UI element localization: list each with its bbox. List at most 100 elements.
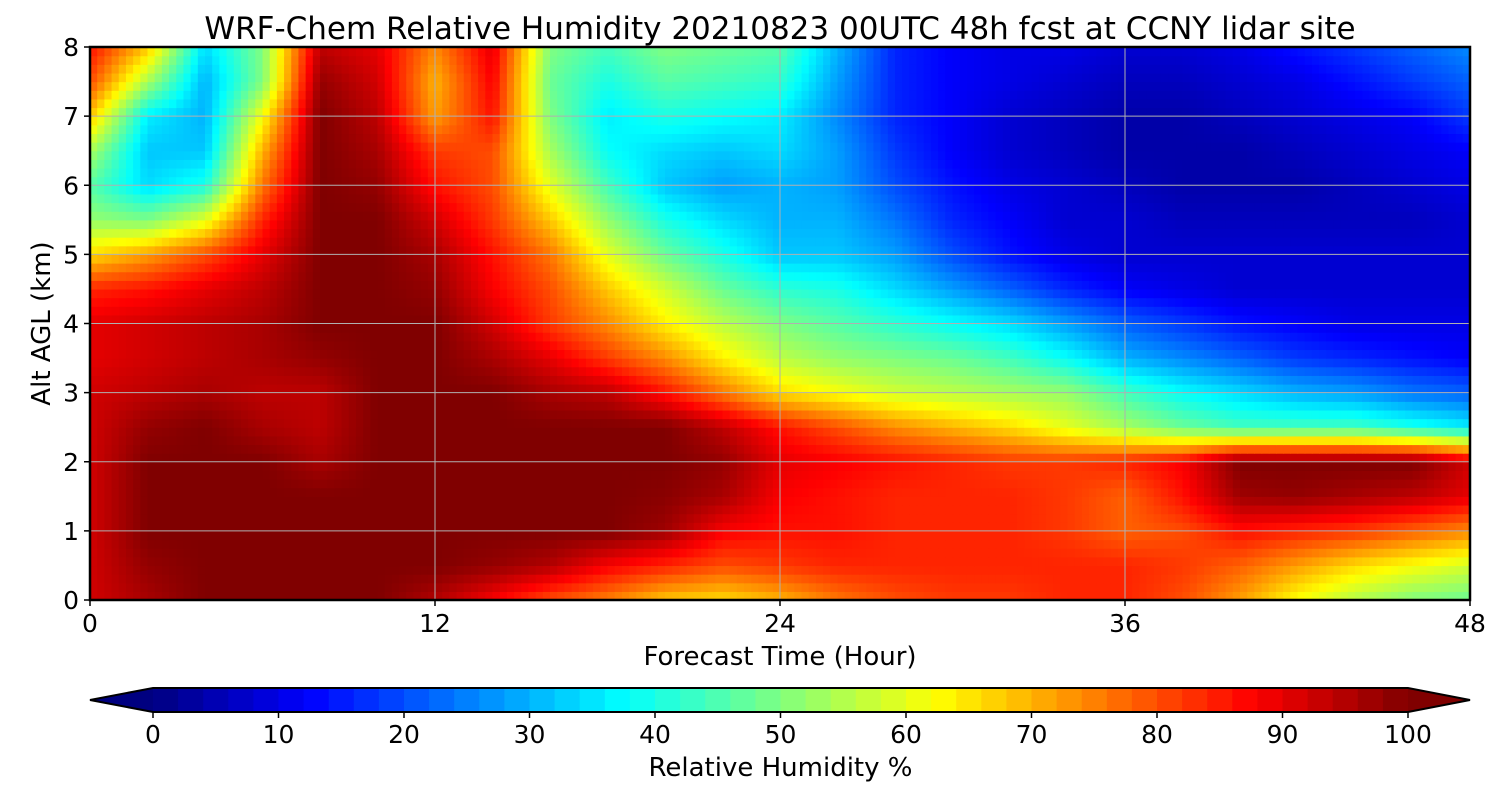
heatmap-cell <box>557 418 565 428</box>
heatmap-cell <box>895 556 903 567</box>
heatmap-cell <box>902 375 910 385</box>
heatmap-cell <box>1196 470 1205 480</box>
heatmap-cell <box>449 444 458 454</box>
heatmap-cell <box>837 522 846 532</box>
heatmap-cell <box>1081 401 1090 411</box>
heatmap-cell <box>226 392 235 402</box>
heatmap-cell <box>190 435 199 446</box>
heatmap-cell <box>1002 513 1011 523</box>
heatmap-cell <box>859 556 867 567</box>
heatmap-cell <box>154 565 163 575</box>
heatmap-cell <box>1254 487 1263 497</box>
heatmap-cell <box>399 479 407 489</box>
heatmap-cell <box>1355 496 1363 506</box>
heatmap-cell <box>420 418 429 428</box>
heatmap-cell <box>1390 401 1399 411</box>
heatmap-cell <box>772 418 781 428</box>
heatmap-cell <box>578 556 587 567</box>
heatmap-cell <box>133 401 141 411</box>
heatmap-cell <box>585 401 594 411</box>
heatmap-cell <box>1376 496 1385 506</box>
heatmap-cell <box>1045 435 1054 446</box>
heatmap-cell <box>916 582 925 592</box>
heatmap-cell <box>722 409 731 420</box>
heatmap-cell <box>938 548 946 558</box>
heatmap-cell <box>930 418 939 428</box>
heatmap-cell <box>1232 418 1241 428</box>
heatmap-cell <box>463 556 472 567</box>
heatmap-cell <box>930 392 939 402</box>
heatmap-cell <box>1347 479 1356 489</box>
heatmap-cell <box>1455 539 1464 549</box>
heatmap-cell <box>1254 504 1263 515</box>
heatmap-cell <box>240 513 249 523</box>
heatmap-cell <box>902 418 910 428</box>
heatmap-cell <box>197 504 206 515</box>
heatmap-cell <box>1369 461 1378 471</box>
heatmap-cell <box>355 392 364 402</box>
heatmap-cell <box>399 504 407 515</box>
heatmap-cell <box>729 409 738 420</box>
heatmap-cell <box>629 504 637 515</box>
heatmap-cell <box>334 565 343 575</box>
heatmap-cell <box>1347 444 1356 454</box>
heatmap-cell <box>420 444 429 454</box>
heatmap-cell <box>154 470 163 480</box>
heatmap-cell <box>140 487 149 497</box>
heatmap-cell <box>248 418 256 428</box>
heatmap-cell <box>578 401 587 411</box>
heatmap-cell <box>269 522 278 532</box>
heatmap-cell <box>1268 461 1277 471</box>
heatmap-cell <box>614 591 623 600</box>
heatmap-cell <box>1125 435 1133 446</box>
heatmap-cell <box>355 565 364 575</box>
heatmap-cell <box>722 574 731 584</box>
heatmap-cell <box>930 548 939 558</box>
heatmap-cell <box>988 582 997 592</box>
heatmap-cell <box>1225 513 1234 523</box>
heatmap-cell <box>485 591 494 600</box>
heatmap-cell <box>118 574 127 584</box>
heatmap-cell <box>269 582 278 592</box>
heatmap-cell <box>1455 504 1464 515</box>
heatmap-cell <box>118 409 127 420</box>
heatmap-cell <box>974 479 982 489</box>
heatmap-cell <box>1369 401 1378 411</box>
heatmap-cell <box>1441 383 1450 394</box>
heatmap-cell <box>456 487 465 497</box>
heatmap-cell <box>449 539 458 549</box>
heatmap-cell <box>887 375 896 385</box>
heatmap-cell <box>1247 548 1255 558</box>
heatmap-cell <box>995 522 1004 532</box>
heatmap-cell <box>557 539 565 549</box>
heatmap-cell <box>851 435 860 446</box>
heatmap-cell <box>923 548 932 558</box>
heatmap-cell <box>391 530 400 541</box>
heatmap-cell <box>1362 383 1370 394</box>
heatmap-cell <box>413 427 422 437</box>
heatmap-cell <box>1110 401 1119 411</box>
heatmap-cell <box>585 444 594 454</box>
heatmap-cell <box>1290 487 1299 497</box>
heatmap-cell <box>1275 548 1284 558</box>
heatmap-cell <box>1247 453 1255 463</box>
heatmap-cell <box>909 375 918 385</box>
heatmap-cell <box>1232 401 1241 411</box>
heatmap-cell <box>370 582 379 592</box>
heatmap-cell <box>348 487 357 497</box>
heatmap-cell <box>276 539 285 549</box>
heatmap-cell <box>765 383 774 394</box>
heatmap-cell <box>1434 513 1442 523</box>
heatmap-cell <box>851 548 860 558</box>
heatmap-cell <box>320 539 328 549</box>
heatmap-cell <box>1434 444 1442 454</box>
heatmap-cell <box>90 435 98 446</box>
heatmap-cell <box>355 487 364 497</box>
heatmap-cell <box>1125 513 1133 523</box>
heatmap-cell <box>1412 453 1421 463</box>
heatmap-cell <box>1376 530 1385 541</box>
heatmap-cell <box>758 522 767 532</box>
heatmap-cell <box>938 375 946 385</box>
heatmap-cell <box>1419 504 1428 515</box>
heatmap-cell <box>1132 548 1140 558</box>
